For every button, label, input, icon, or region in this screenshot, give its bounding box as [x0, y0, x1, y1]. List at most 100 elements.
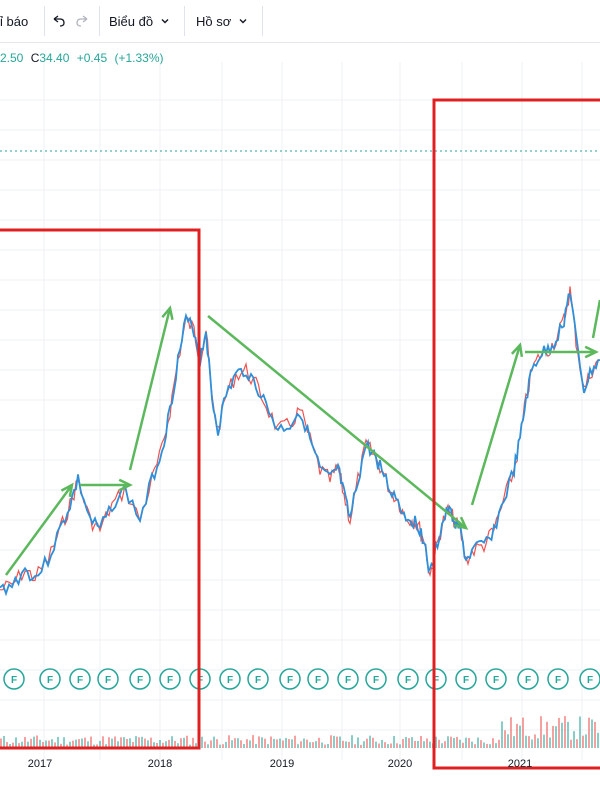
volume-bar	[312, 742, 314, 748]
volume-bar	[36, 735, 38, 748]
volume-bar	[249, 740, 251, 748]
volume-bar	[6, 742, 8, 748]
event-marker-circle	[365, 668, 387, 690]
undo-button[interactable]	[49, 0, 67, 42]
price-series	[0, 293, 600, 597]
volume-bar	[177, 743, 179, 748]
event-marker-circle	[307, 668, 329, 690]
volume-bar	[33, 736, 35, 748]
price-line-shadow	[0, 286, 600, 591]
volume-bar	[456, 736, 458, 748]
chart-menu-button[interactable]: Biểu đồ	[109, 0, 177, 42]
volume-bar	[126, 739, 128, 748]
volume-bar	[486, 743, 488, 748]
indicators-button[interactable]: ỉ báo	[0, 0, 42, 42]
volume-bar	[96, 744, 98, 748]
event-marker-label: F	[227, 675, 233, 686]
volume-bar	[246, 739, 248, 748]
volume-bar	[99, 740, 101, 748]
volume-bar	[585, 734, 587, 748]
indicators-label: ỉ báo	[0, 13, 29, 29]
volume-bar	[21, 741, 23, 748]
volume-bar	[51, 739, 53, 748]
chart-grid	[0, 62, 600, 760]
x-axis: 2017 2018 2019 2020 2021	[28, 758, 532, 770]
event-marker-label: F	[105, 675, 111, 686]
trend-arrow-line	[128, 307, 172, 471]
trend-arrow-head	[584, 345, 599, 359]
volume-bar	[375, 741, 377, 748]
volume-bar	[75, 739, 77, 748]
volume-bar	[252, 735, 254, 748]
volume-bar	[234, 738, 236, 748]
event-marker-label: F	[345, 675, 351, 686]
event-marker-label: F	[463, 675, 469, 686]
volume-bar	[84, 737, 86, 748]
volume-bar	[450, 736, 452, 748]
trend-arrow-head	[60, 482, 74, 498]
event-marker-circle	[425, 668, 447, 690]
volume-bar	[9, 744, 11, 748]
volume-bar	[15, 737, 17, 748]
x-axis-tick-label: 2019	[270, 758, 294, 770]
volume-bar	[462, 742, 464, 748]
volume-bar	[201, 736, 203, 748]
volume-bar	[327, 744, 329, 748]
redo-button[interactable]	[74, 0, 92, 42]
volume-bar	[447, 736, 449, 748]
volume-bar	[336, 736, 338, 748]
event-marker-circle	[279, 668, 301, 690]
highlight-box-left	[0, 228, 201, 750]
volume-bar	[114, 736, 116, 748]
volume-bar	[222, 744, 224, 748]
volume-bar	[318, 737, 320, 748]
volume-bar	[582, 735, 584, 748]
volume-bar	[480, 740, 482, 748]
volume-bar	[417, 741, 419, 748]
volume-bar	[267, 744, 269, 748]
event-marker-circle	[397, 668, 419, 690]
event-marker-circle	[485, 668, 507, 690]
volume-bar	[150, 737, 152, 748]
volume-bar	[105, 744, 107, 748]
trend-arrow-line	[470, 344, 522, 506]
volume-bar	[504, 730, 506, 748]
volume-bar	[567, 721, 569, 748]
event-marker-circle	[159, 668, 181, 690]
volume-bar	[396, 743, 398, 748]
price-line	[0, 293, 600, 597]
volume-bar	[189, 744, 191, 748]
trend-arrow-head	[161, 305, 174, 321]
event-marker-label: F	[47, 675, 53, 686]
event-marker-label: F	[255, 675, 261, 686]
event-marker-label: F	[493, 675, 499, 686]
volume-bar	[510, 717, 512, 748]
volume-bars	[0, 716, 599, 748]
volume-bar	[339, 736, 341, 748]
event-marker-circle	[547, 668, 569, 690]
event-marker-label: F	[433, 675, 439, 686]
volume-bar	[459, 739, 461, 748]
volume-bar	[528, 736, 530, 748]
volume-bar	[129, 738, 131, 748]
volume-bar	[564, 716, 566, 748]
volume-bar	[378, 743, 380, 748]
volume-bar	[465, 737, 467, 748]
volume-bar	[192, 737, 194, 748]
volume-bar	[324, 744, 326, 748]
event-marker-circle	[69, 668, 91, 690]
volume-bar	[597, 732, 599, 748]
volume-bar	[66, 744, 68, 748]
profile-menu-button[interactable]: Hồ sơ	[196, 0, 256, 42]
volume-bar	[300, 741, 302, 748]
volume-bar	[264, 738, 266, 748]
chart-menu-label: Biểu đồ	[109, 13, 154, 29]
volume-bar	[438, 739, 440, 748]
trend-arrow-line	[207, 315, 467, 529]
trend-arrow-head	[454, 516, 469, 530]
ohlc-readout: 2.50 C34.40 +0.45 (+1.33%)	[0, 51, 168, 65]
volume-bar	[399, 744, 401, 748]
volume-bar	[216, 739, 218, 748]
volume-bar	[63, 737, 65, 748]
